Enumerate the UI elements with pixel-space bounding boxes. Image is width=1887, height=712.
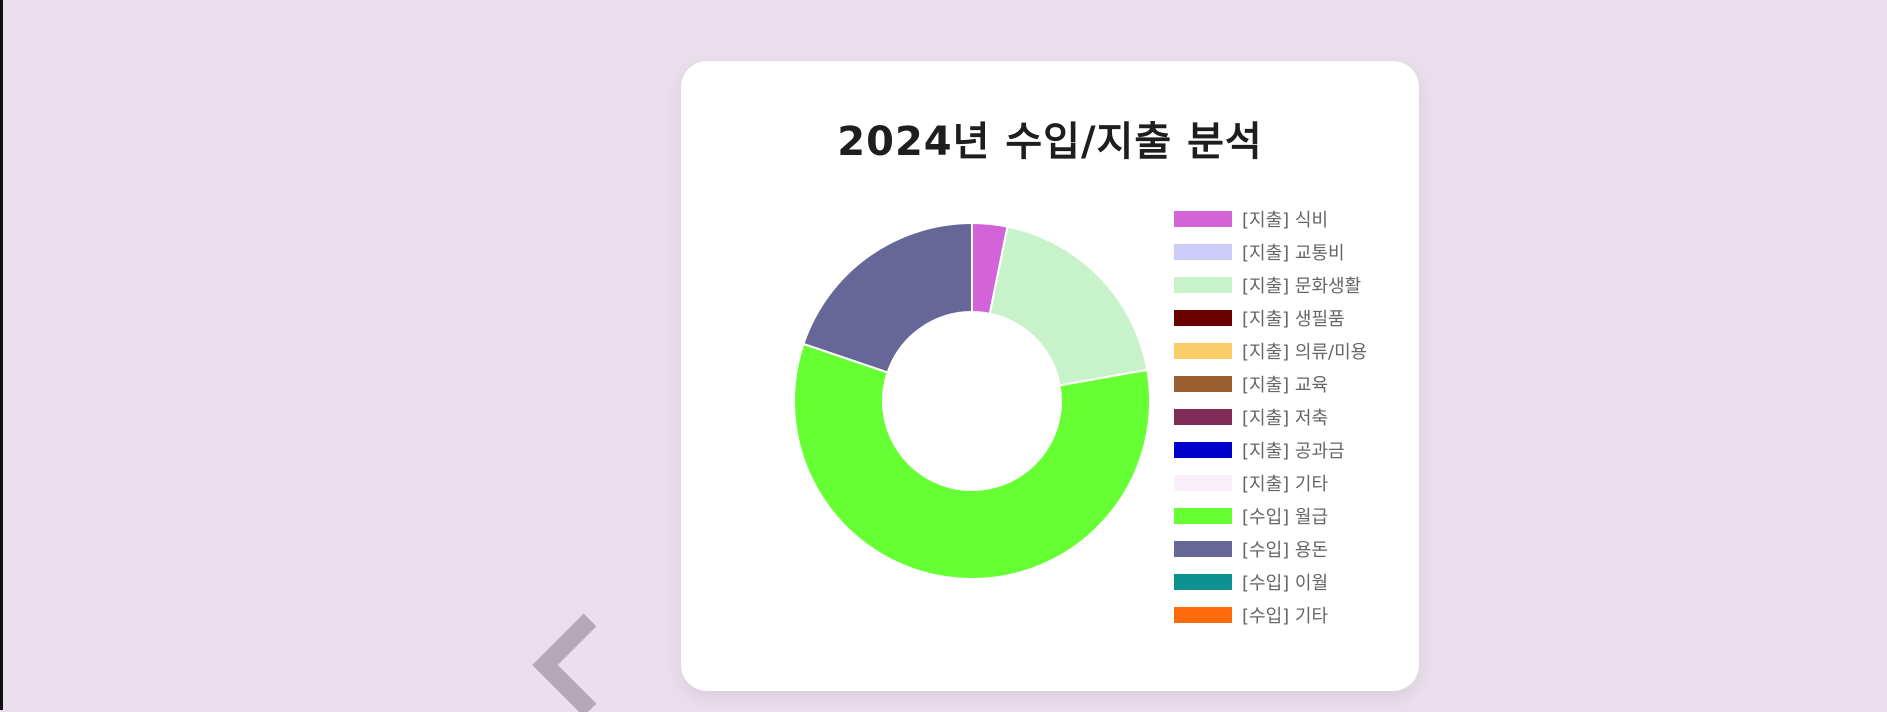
legend-swatch bbox=[1174, 507, 1232, 524]
legend-swatch bbox=[1174, 408, 1232, 425]
legend-label: [수입] 기타 bbox=[1242, 605, 1329, 627]
legend-item[interactable]: [지출] 문화생활 bbox=[1174, 268, 1367, 301]
window-left-edge bbox=[0, 0, 3, 710]
chart-legend: [지출] 식비 [지출] 교통비 [지출] 문화생활 [지출] 생필품 [지출] 의류/… bbox=[1174, 202, 1367, 631]
legend-item[interactable]: [지출] 공과금 bbox=[1174, 433, 1367, 466]
legend-swatch bbox=[1174, 210, 1232, 227]
donut-chart bbox=[793, 221, 1151, 580]
legend-label: [지출] 의류/미용 bbox=[1242, 341, 1368, 363]
legend-swatch bbox=[1174, 606, 1232, 623]
legend-item[interactable]: [지출] 교육 bbox=[1174, 367, 1367, 400]
legend-item[interactable]: [지출] 저축 bbox=[1174, 400, 1367, 433]
legend-item[interactable]: [수입] 월급 bbox=[1174, 499, 1367, 532]
legend-label: [수입] 용돈 bbox=[1242, 539, 1329, 561]
donut-slice[interactable] bbox=[988, 225, 1149, 387]
legend-swatch bbox=[1174, 474, 1232, 491]
legend-item[interactable]: [지출] 기타 bbox=[1174, 466, 1367, 499]
legend-item[interactable]: [수입] 이월 bbox=[1174, 565, 1367, 598]
legend-swatch bbox=[1174, 309, 1232, 326]
legend-label: [수입] 월급 bbox=[1242, 506, 1329, 528]
legend-label: [수입] 이월 bbox=[1242, 572, 1329, 594]
chart-title: 2024년 수입/지출 분석 bbox=[837, 119, 1263, 165]
legend-item[interactable]: [지출] 의류/미용 bbox=[1174, 334, 1367, 367]
legend-label: [지출] 교통비 bbox=[1242, 242, 1345, 264]
legend-swatch bbox=[1174, 276, 1232, 293]
legend-item[interactable]: [수입] 기타 bbox=[1174, 598, 1367, 631]
legend-label: [지출] 교육 bbox=[1242, 374, 1329, 396]
legend-label: [지출] 식비 bbox=[1242, 209, 1329, 231]
legend-swatch bbox=[1174, 375, 1232, 392]
donut-slice[interactable] bbox=[793, 342, 1151, 580]
legend-swatch bbox=[1174, 573, 1232, 590]
chart-card: 2024년 수입/지출 분석 [지출] 식비 [지출] 교통비 [지출] 문화생활[… bbox=[681, 61, 1419, 691]
legend-label: [지출] 생필품 bbox=[1242, 308, 1345, 330]
chevron-left-icon[interactable] bbox=[510, 612, 610, 712]
legend-swatch bbox=[1174, 540, 1232, 557]
legend-item[interactable]: [지출] 식비 bbox=[1174, 202, 1367, 235]
legend-item[interactable]: [수입] 용돈 bbox=[1174, 532, 1367, 565]
legend-swatch bbox=[1174, 243, 1232, 260]
legend-swatch bbox=[1174, 441, 1232, 458]
legend-label: [지출] 기타 bbox=[1242, 473, 1329, 495]
legend-label: [지출] 공과금 bbox=[1242, 440, 1345, 462]
legend-swatch bbox=[1174, 342, 1232, 359]
legend-label: [지출] 문화생활 bbox=[1242, 275, 1362, 297]
donut-slice[interactable] bbox=[802, 221, 973, 374]
legend-item[interactable]: [지출] 생필품 bbox=[1174, 301, 1367, 334]
legend-label: [지출] 저축 bbox=[1242, 407, 1329, 429]
legend-item[interactable]: [지출] 교통비 bbox=[1174, 235, 1367, 268]
